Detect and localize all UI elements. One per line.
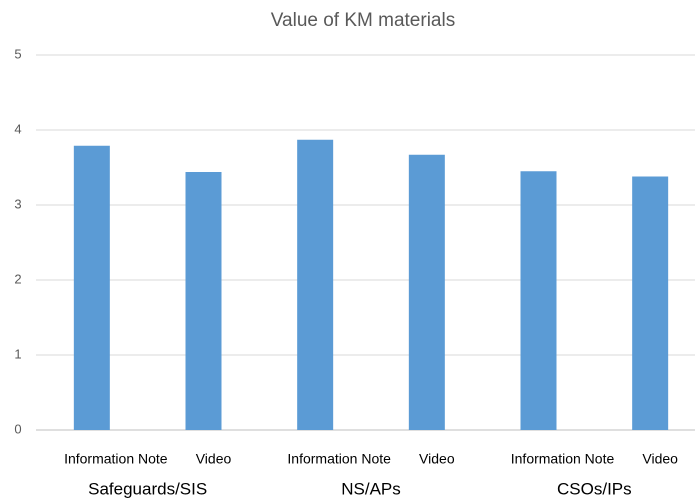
y-tick-label: 4 bbox=[14, 121, 21, 136]
x-tick-label: Video bbox=[196, 451, 232, 467]
group-label: CSOs/IPs bbox=[557, 479, 632, 498]
bar bbox=[520, 171, 557, 430]
y-tick-label: 5 bbox=[14, 46, 21, 61]
y-tick-label: 2 bbox=[14, 271, 21, 286]
bar bbox=[297, 139, 334, 430]
bar bbox=[185, 172, 222, 430]
x-tick-label: Video bbox=[419, 451, 455, 467]
chart-title: Value of KM materials bbox=[271, 10, 455, 31]
y-tick-label: 3 bbox=[14, 196, 21, 211]
bar bbox=[408, 154, 445, 430]
x-tick-label: Information Note bbox=[511, 451, 615, 467]
group-label: NS/APs bbox=[341, 479, 401, 498]
group-label: Safeguards/SIS bbox=[88, 479, 207, 498]
x-tick-label: Video bbox=[642, 451, 678, 467]
bar bbox=[632, 176, 669, 430]
x-tick-label: Information Note bbox=[64, 451, 168, 467]
y-tick-label: 0 bbox=[14, 421, 21, 436]
bar bbox=[73, 145, 110, 430]
y-tick-label: 1 bbox=[14, 346, 21, 361]
x-tick-label: Information Note bbox=[287, 451, 391, 467]
